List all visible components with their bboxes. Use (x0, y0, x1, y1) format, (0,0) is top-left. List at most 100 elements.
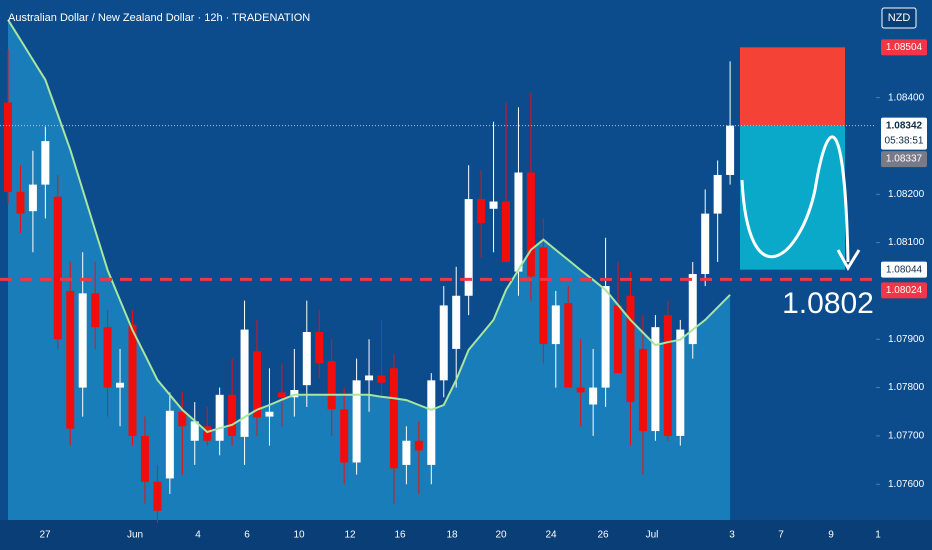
candle-body (340, 409, 349, 463)
price-tag (881, 282, 927, 299)
candle-body (526, 172, 535, 277)
candle-body (663, 315, 672, 436)
candle-body (228, 394, 237, 436)
x-tick-label: 3 (729, 530, 735, 541)
x-tick-label: 24 (545, 530, 557, 541)
y-tick-label: 1.08100 (888, 237, 925, 248)
candle-body (302, 332, 311, 386)
price-tag-label: 1.08504 (886, 42, 923, 53)
y-tick-label: 1.07800 (888, 382, 925, 393)
y-tick-label: 1.07900 (888, 334, 925, 345)
y-tick-label: 1.07600 (888, 479, 925, 490)
candle-body (290, 390, 299, 398)
candle-body (427, 380, 436, 465)
price-tag (881, 39, 927, 56)
candle-body (551, 305, 560, 345)
chart-title: Australian Dollar / New Zealand Dollar ·… (8, 12, 310, 24)
candle-body (178, 411, 187, 427)
candle-body (514, 172, 523, 272)
candle-body (701, 213, 710, 275)
price-tag-label: 1.08337 (886, 154, 923, 165)
x-tick-label: 7 (778, 530, 784, 541)
candle-body (91, 293, 100, 328)
candle-body (315, 332, 324, 364)
candle-body (140, 435, 149, 482)
candle-body (626, 295, 635, 403)
x-tick-label: 10 (293, 530, 305, 541)
x-tick-label: 20 (495, 530, 507, 541)
candle-body (651, 327, 660, 432)
y-tick-label: 1.08200 (888, 189, 925, 200)
candle-body (41, 141, 50, 185)
candle-body (688, 274, 697, 345)
candle-body (66, 290, 75, 429)
candle-body (589, 387, 598, 405)
candle-body (352, 380, 361, 463)
candle-body (240, 329, 249, 437)
price-tag-label: 1.08024 (886, 285, 923, 296)
candle-body (103, 327, 112, 388)
x-tick-label: 12 (344, 530, 356, 541)
currency-label: NZD (888, 12, 911, 24)
y-tick-label: 1.08400 (888, 92, 925, 103)
price-tag-label: 1.08342 (886, 120, 923, 131)
stop-zone (740, 47, 845, 126)
ma-area (8, 19, 731, 521)
candle-body (28, 184, 37, 212)
candle-body (265, 411, 274, 417)
candle-body (477, 199, 486, 224)
price-tag (881, 261, 927, 278)
x-tick-label: 16 (394, 530, 406, 541)
ma-line (7, 19, 731, 434)
projection-curve (740, 135, 850, 263)
candle-body (253, 351, 261, 418)
candle-body (576, 387, 585, 393)
candle-body (414, 440, 423, 451)
candle-body (389, 368, 398, 469)
candle-body (165, 410, 174, 479)
candle-body (203, 426, 212, 441)
currency-badge (881, 7, 917, 29)
x-tick-label: Jun (127, 530, 143, 541)
price-tag-label: 1.08044 (886, 264, 923, 275)
x-tick-label: 6 (244, 530, 250, 541)
candle-body (539, 247, 548, 345)
projection-arrowhead (836, 249, 861, 271)
x-tick-label: 26 (597, 530, 609, 541)
candle-body (464, 199, 473, 296)
candle-body (190, 421, 199, 441)
x-tick-label: 1 (875, 530, 881, 541)
candle-body (116, 382, 125, 388)
candle-body (365, 375, 374, 381)
price-tag (881, 151, 927, 168)
candle-body (53, 196, 62, 340)
candle-body (128, 324, 137, 436)
candle-body (377, 375, 386, 383)
x-tick-label: 4 (195, 530, 201, 541)
target-annotation: 1.0802 (782, 287, 874, 320)
candle-body (153, 481, 162, 511)
x-axis-band (0, 520, 932, 550)
candle-body (601, 286, 610, 388)
x-tick-label: Jul (646, 530, 659, 541)
candle-body (4, 102, 12, 192)
candle-body (726, 125, 735, 175)
candle-body (614, 305, 623, 374)
candle-body (277, 392, 286, 398)
x-tick-label: 9 (828, 530, 834, 541)
price-tag (881, 117, 927, 150)
candle-body (564, 303, 573, 388)
plot-area: 1.08400 1.08200 1.08100 1.07900 1.07800 1.077… (0, 19, 927, 541)
candle-body (452, 295, 461, 349)
x-tick-label: 27 (39, 530, 51, 541)
candle-body (78, 293, 87, 388)
candle-body (502, 201, 510, 262)
candle-body (713, 174, 722, 214)
x-tick-label: 18 (446, 530, 458, 541)
candle-body (638, 348, 647, 432)
candle-body (402, 440, 411, 465)
candle-body (16, 191, 25, 214)
y-tick-label: 1.07700 (888, 431, 925, 442)
candle-body (215, 394, 224, 441)
